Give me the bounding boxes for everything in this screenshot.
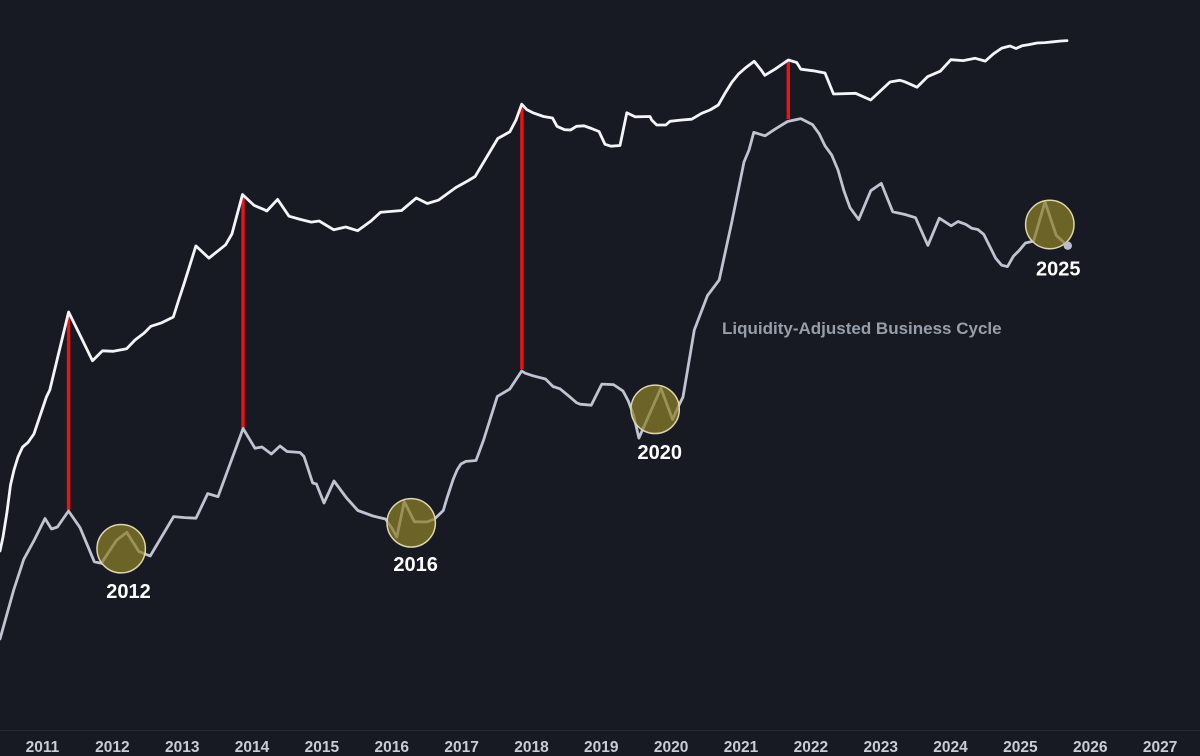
svg-text:2020: 2020: [654, 739, 688, 756]
svg-text:2024: 2024: [933, 739, 968, 756]
svg-text:2022: 2022: [794, 739, 828, 756]
svg-text:2023: 2023: [863, 739, 898, 756]
svg-text:Liquidity-Adjusted Business Cy: Liquidity-Adjusted Business Cycle: [722, 319, 1002, 338]
svg-text:2017: 2017: [444, 739, 478, 756]
svg-text:2027: 2027: [1143, 739, 1177, 756]
svg-text:2019: 2019: [584, 739, 619, 756]
svg-text:2016: 2016: [393, 554, 438, 576]
svg-text:2015: 2015: [305, 739, 340, 756]
svg-text:2025: 2025: [1003, 739, 1038, 756]
svg-text:2026: 2026: [1073, 739, 1108, 756]
svg-text:2012: 2012: [95, 739, 129, 756]
svg-text:2018: 2018: [514, 739, 549, 756]
svg-text:2025: 2025: [1036, 259, 1081, 281]
svg-text:2020: 2020: [638, 442, 683, 464]
svg-text:2014: 2014: [235, 739, 270, 756]
svg-text:2012: 2012: [106, 581, 151, 603]
svg-text:2016: 2016: [375, 739, 410, 756]
svg-text:2021: 2021: [724, 739, 759, 756]
svg-text:2013: 2013: [165, 739, 200, 756]
svg-text:2011: 2011: [26, 739, 60, 756]
